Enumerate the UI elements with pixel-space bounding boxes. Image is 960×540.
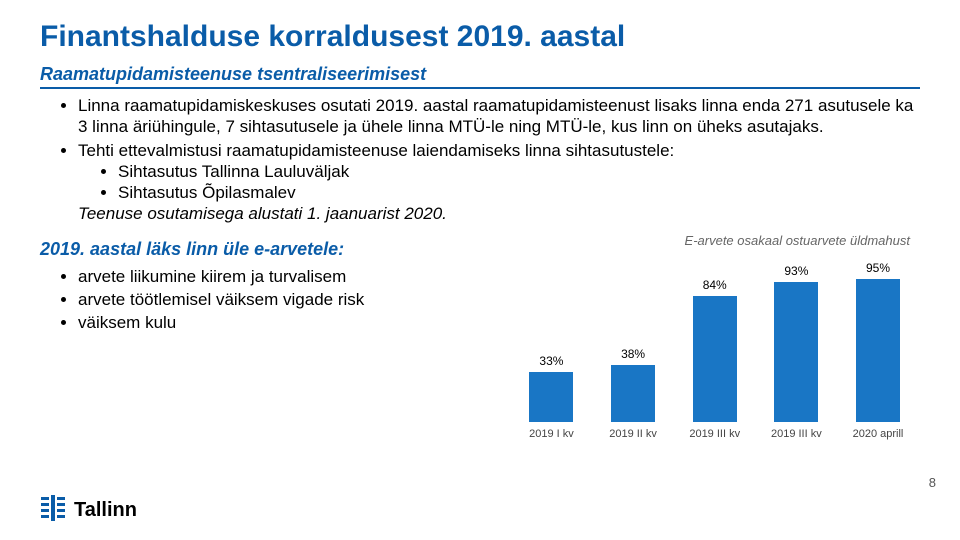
page-title: Finantshalduse korraldusest 2019. aastal — [40, 20, 920, 54]
section2-list: arvete liikumine kiirem ja turvalisem ar… — [40, 266, 499, 334]
slide: Finantshalduse korraldusest 2019. aastal… — [0, 0, 960, 540]
bar-wrap: 38% 2019 II kv — [597, 347, 669, 440]
bar — [611, 365, 655, 422]
bar-value-label: 95% — [866, 261, 890, 275]
bar-wrap: 84% 2019 III kv — [679, 278, 751, 440]
section1-sub-1: Sihtasutus Tallinna Lauluväljak — [118, 161, 920, 182]
section1-item-2-end: Teenuse osutamisega alustati 1. jaanuari… — [78, 204, 447, 223]
section1-list: Linna raamatupidamiskeskuses osutati 201… — [40, 95, 920, 225]
section1-item-2-intro: Tehti ettevalmistusi raamatupidamisteenu… — [78, 141, 674, 160]
bar-value-label: 33% — [539, 354, 563, 368]
section2-item-1: arvete liikumine kiirem ja turvalisem — [78, 266, 499, 287]
bar-wrap: 93% 2019 III kv — [760, 264, 832, 440]
section2-item-3: väiksem kulu — [78, 312, 499, 333]
section1-item-2: Tehti ettevalmistusi raamatupidamisteenu… — [78, 140, 920, 225]
bar — [774, 282, 818, 422]
section1-sub-2: Sihtasutus Õpilasmalev — [118, 182, 920, 203]
chart-title: E-arvete osakaal ostuarvete üldmahust — [509, 233, 920, 248]
bar — [529, 372, 573, 422]
bar-category-label: 2020 aprill — [853, 428, 904, 440]
bar-value-label: 93% — [784, 264, 808, 278]
tallinn-logo-text: Tallinn — [74, 499, 137, 522]
bar-category-label: 2019 III kv — [689, 428, 740, 440]
section2-heading: 2019. aastal läks linn üle e-arvetele: — [40, 239, 499, 260]
bar-wrap: 33% 2019 I kv — [515, 354, 587, 440]
section2-item-2: arvete töötlemisel väiksem vigade risk — [78, 289, 499, 310]
footer: Tallinn — [40, 493, 137, 528]
section1-item-1: Linna raamatupidamiskeskuses osutati 201… — [78, 95, 920, 138]
section1-sublist: Sihtasutus Tallinna Lauluväljak Sihtasut… — [78, 161, 920, 204]
bar — [693, 296, 737, 422]
bar-category-label: 2019 II kv — [609, 428, 657, 440]
bar-category-label: 2019 III kv — [771, 428, 822, 440]
bar-value-label: 84% — [703, 278, 727, 292]
page-number: 8 — [929, 475, 936, 490]
bar-category-label: 2019 I kv — [529, 428, 574, 440]
right-col: E-arvete osakaal ostuarvete üldmahust 33… — [509, 233, 920, 440]
bar-wrap: 95% 2020 aprill — [842, 261, 914, 440]
two-column: 2019. aastal läks linn üle e-arvetele: a… — [40, 233, 920, 440]
section1-heading: Raamatupidamisteenuse tsentraliseerimise… — [40, 64, 920, 89]
left-col: 2019. aastal läks linn üle e-arvetele: a… — [40, 233, 499, 440]
bar-value-label: 38% — [621, 347, 645, 361]
bar — [856, 279, 900, 422]
bar-chart: 33%2019 I kv38%2019 II kv84%2019 III kv9… — [509, 250, 920, 440]
tallinn-logo-icon — [40, 493, 66, 528]
